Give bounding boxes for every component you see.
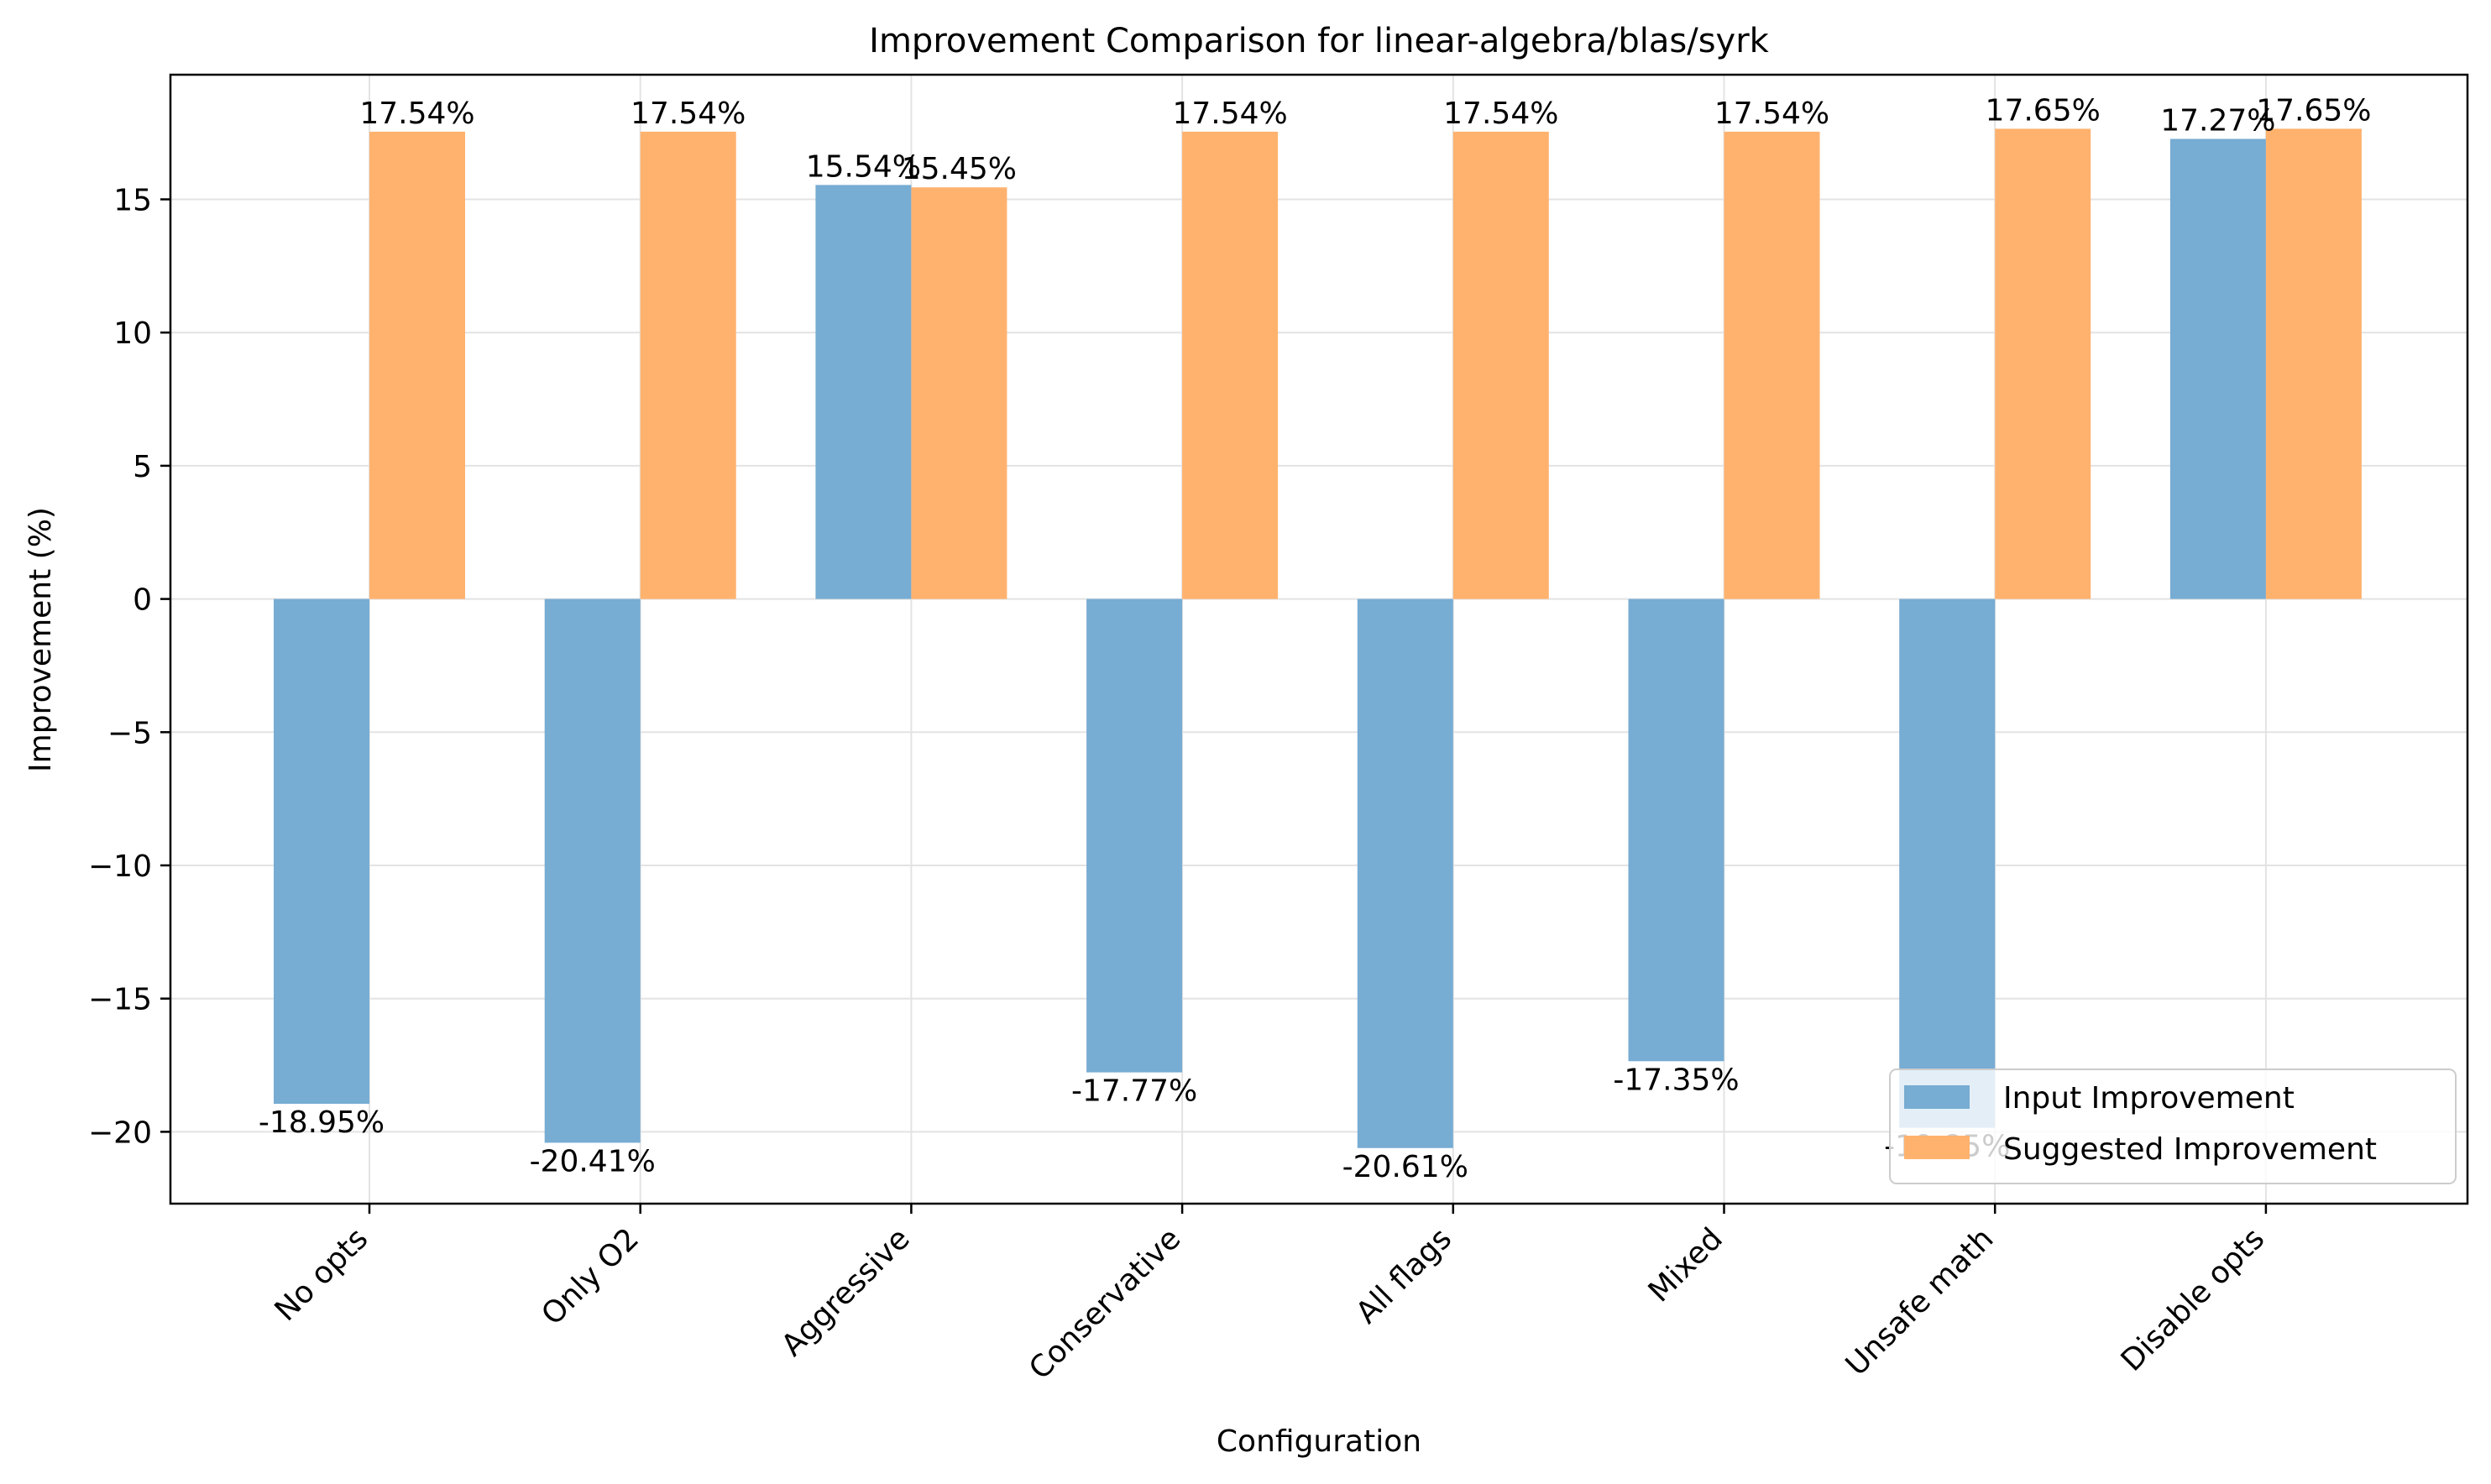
bar-value-label: 17.54% bbox=[1172, 97, 1287, 131]
legend: Input Improvement Suggested Improvement bbox=[1889, 1069, 2457, 1184]
bar-value-label: 17.65% bbox=[1986, 93, 2101, 128]
bar-suggested bbox=[640, 131, 736, 599]
bar-suggested bbox=[1995, 128, 2091, 599]
y-tick-label: −10 bbox=[88, 849, 152, 884]
bar-input bbox=[1086, 598, 1183, 1073]
y-tick-label: 10 bbox=[113, 316, 152, 351]
bar-value-label: 17.27% bbox=[2160, 103, 2275, 138]
plot-frame bbox=[169, 73, 2469, 1205]
legend-box bbox=[1889, 1069, 2457, 1184]
y-tick-label: 5 bbox=[133, 450, 152, 484]
legend-swatch-suggested bbox=[1904, 1136, 1970, 1159]
bar-value-label: 17.54% bbox=[1443, 97, 1558, 131]
bar-value-label: -20.41% bbox=[530, 1144, 656, 1178]
chart-title: Improvement Comparison for linear-algebr… bbox=[869, 22, 1769, 60]
bar-suggested bbox=[369, 131, 465, 599]
bar-input bbox=[2169, 138, 2266, 599]
bar-input bbox=[1899, 598, 1996, 1128]
bar-value-label: 17.54% bbox=[1714, 97, 1829, 131]
y-tick-label: −20 bbox=[88, 1116, 152, 1150]
y-axis-title: Improvement (%) bbox=[24, 507, 58, 772]
legend-label-input: Input Improvement bbox=[2003, 1081, 2295, 1116]
y-tick-label: 0 bbox=[133, 583, 152, 618]
bar-input bbox=[544, 598, 641, 1143]
bar-value-label: -20.61% bbox=[1342, 1150, 1468, 1184]
x-axis-title: Configuration bbox=[1217, 1424, 1421, 1459]
bar-input bbox=[1628, 598, 1724, 1062]
bar-value-label: 15.45% bbox=[902, 152, 1017, 186]
bar-input bbox=[274, 598, 369, 1105]
bar-value-label: -18.95% bbox=[259, 1105, 385, 1140]
bar-value-label: -17.35% bbox=[1613, 1063, 1739, 1097]
y-tick-label: −15 bbox=[88, 983, 152, 1017]
bar-suggested bbox=[2265, 128, 2362, 599]
y-tick-label: 15 bbox=[113, 184, 152, 218]
bar-suggested bbox=[1182, 131, 1279, 599]
legend-swatch-input bbox=[1904, 1085, 1970, 1109]
bar-value-label: -17.77% bbox=[1071, 1074, 1197, 1109]
bar-suggested bbox=[911, 187, 1007, 599]
bar-value-label: 17.65% bbox=[2256, 93, 2371, 128]
bar-value-label: 17.54% bbox=[359, 97, 474, 131]
bar-value-label: 15.54% bbox=[806, 149, 921, 184]
bar-value-label: 17.54% bbox=[631, 97, 746, 131]
legend-label-suggested: Suggested Improvement bbox=[2003, 1132, 2377, 1167]
bar-suggested bbox=[1452, 131, 1549, 599]
bars bbox=[274, 128, 2362, 1148]
y-axis: −20 −15 −10 −5 0 5 10 15 bbox=[88, 184, 170, 1150]
bar-input bbox=[1357, 598, 1453, 1148]
y-tick-label: −5 bbox=[107, 716, 152, 750]
bar-input bbox=[815, 185, 912, 599]
bar-suggested bbox=[1724, 131, 1820, 599]
